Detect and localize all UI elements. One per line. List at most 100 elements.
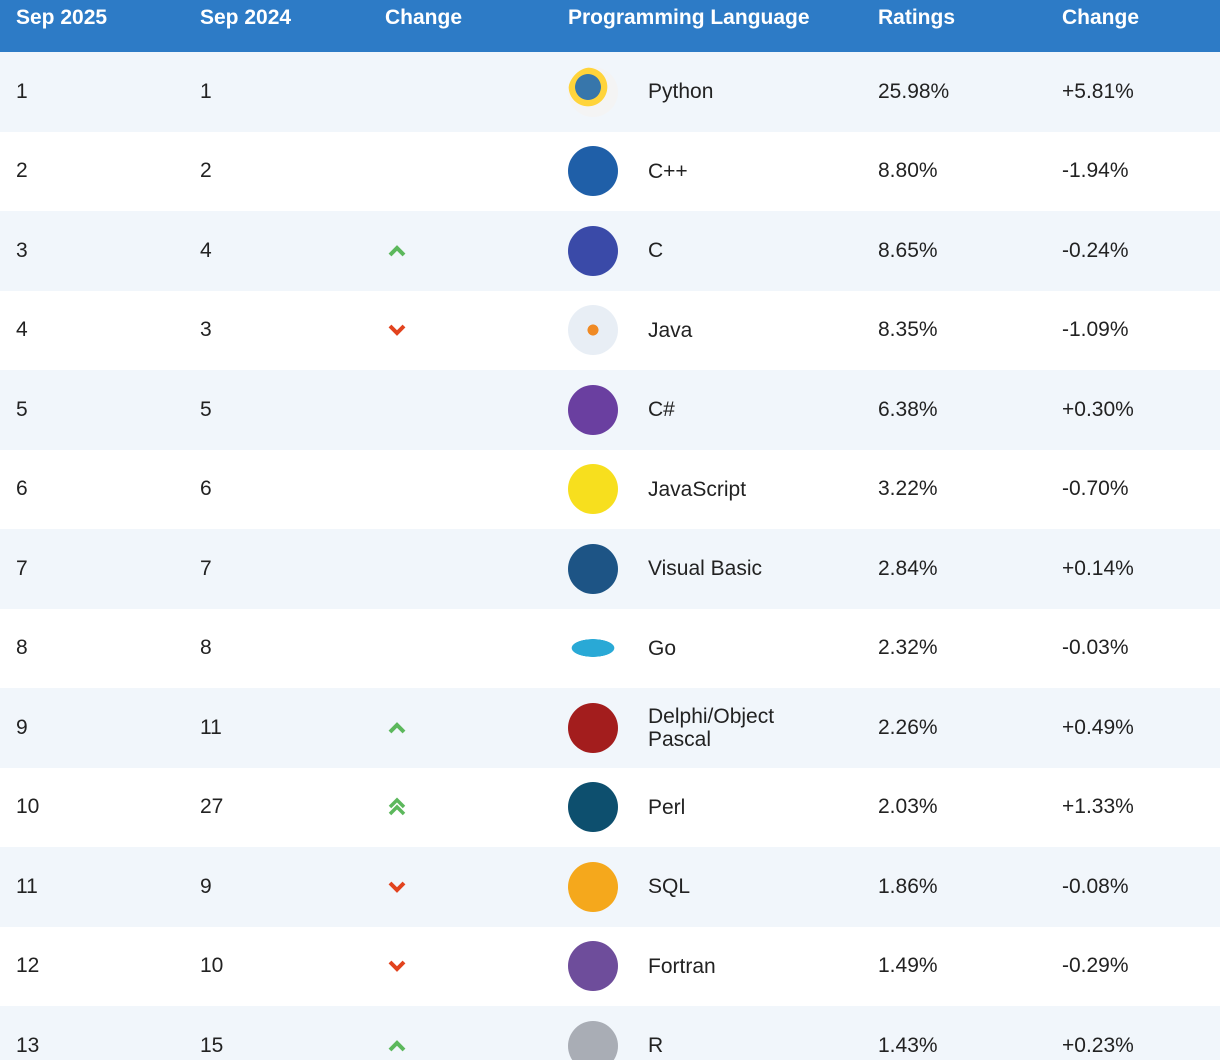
header-cell[interactable]: Change xyxy=(369,0,552,52)
rating: 8.80% xyxy=(862,131,1046,211)
rank-current: 9 xyxy=(0,688,184,768)
language-cell: Go xyxy=(552,608,862,688)
arrow-double-up xyxy=(388,797,406,816)
header-cell[interactable]: Programming Language xyxy=(552,0,862,52)
rating: 25.98% xyxy=(862,52,1046,132)
language-name[interactable]: Python xyxy=(648,80,714,104)
rating: 8.65% xyxy=(862,211,1046,291)
change-icon-cell xyxy=(369,449,552,529)
table-row: 3 4 C 8.65% -0.24% xyxy=(0,211,1220,291)
rating-change: +0.14% xyxy=(1046,529,1220,609)
rating-change: +1.33% xyxy=(1046,767,1220,847)
rank-current: 11 xyxy=(0,847,184,927)
rating-change: -0.24% xyxy=(1046,211,1220,291)
language-name[interactable]: Perl xyxy=(648,795,686,819)
change-icon-cell xyxy=(369,290,552,370)
arrow-down xyxy=(388,324,406,337)
language-name[interactable]: C xyxy=(648,239,664,263)
language: Java xyxy=(568,305,862,356)
language-name[interactable]: C++ xyxy=(648,159,688,183)
language-logo xyxy=(568,941,618,992)
language-logo xyxy=(568,623,618,674)
rank-previous: 4 xyxy=(184,211,369,291)
arrow-up xyxy=(388,1039,406,1052)
language-name[interactable]: Visual Basic xyxy=(648,557,763,581)
rank-previous: 7 xyxy=(184,529,369,609)
language: C++ xyxy=(568,146,862,197)
rank-current: 2 xyxy=(0,131,184,211)
table-body: 1 1 Python 25.98% +5.81% 2 2 C++ 8.80% -1.94% 3 4 C 8… xyxy=(0,52,1220,1060)
change-icon-cell xyxy=(369,767,552,847)
rating-change: +0.49% xyxy=(1046,688,1220,768)
rank-previous: 10 xyxy=(184,926,369,1006)
rating: 8.35% xyxy=(862,290,1046,370)
language: JavaScript xyxy=(568,464,862,515)
language-logo xyxy=(568,1020,618,1060)
language-cell: Delphi/Object Pascal xyxy=(552,688,862,768)
table-row: 13 15 R 1.43% +0.23% xyxy=(0,1006,1220,1060)
language: Fortran xyxy=(568,941,862,992)
arrow-down xyxy=(388,960,406,973)
table-row: 4 3 Java 8.35% -1.09% xyxy=(0,290,1220,370)
language-cell: C++ xyxy=(552,131,862,211)
language-logo xyxy=(568,861,618,912)
rating: 2.84% xyxy=(862,529,1046,609)
language-name[interactable]: JavaScript xyxy=(648,477,747,501)
rank-previous: 3 xyxy=(184,290,369,370)
language-logo xyxy=(568,66,618,117)
table-row: 6 6 JavaScript 3.22% -0.70% xyxy=(0,449,1220,529)
language-cell: Visual Basic xyxy=(552,529,862,609)
language-name[interactable]: R xyxy=(648,1034,664,1058)
header-cell[interactable]: Ratings xyxy=(862,0,1046,52)
rank-current: 6 xyxy=(0,449,184,529)
rank-previous: 9 xyxy=(184,847,369,927)
language-logo xyxy=(568,305,618,356)
language-logo xyxy=(568,543,618,594)
language-name[interactable]: Fortran xyxy=(648,954,716,978)
language-logo xyxy=(568,225,618,276)
language: C# xyxy=(568,384,862,435)
language-cell: SQL xyxy=(552,847,862,927)
rating-change: -1.94% xyxy=(1046,131,1220,211)
header-cell[interactable]: Sep 2024 xyxy=(184,0,369,52)
language-name[interactable]: Java xyxy=(648,318,693,342)
rating: 1.49% xyxy=(862,926,1046,1006)
rank-current: 3 xyxy=(0,211,184,291)
language-name[interactable]: SQL xyxy=(648,875,691,899)
language: R xyxy=(568,1020,862,1060)
language-cell: Python xyxy=(552,52,862,132)
language: C xyxy=(568,225,862,276)
rank-current: 10 xyxy=(0,767,184,847)
change-icon-cell xyxy=(369,926,552,1006)
table-row: 11 9 SQL 1.86% -0.08% xyxy=(0,847,1220,927)
rating-change: -0.70% xyxy=(1046,449,1220,529)
arrow-up xyxy=(388,244,406,257)
language: Python xyxy=(568,66,862,117)
language-logo xyxy=(568,702,618,753)
language-name[interactable]: Go xyxy=(648,636,677,660)
language-name[interactable]: Delphi/Object Pascal xyxy=(648,704,775,751)
header-cell[interactable]: Sep 2025 xyxy=(0,0,184,52)
rank-previous: 8 xyxy=(184,608,369,688)
change-icon-cell xyxy=(369,131,552,211)
rating: 6.38% xyxy=(862,370,1046,450)
rank-current: 5 xyxy=(0,370,184,450)
rank-current: 7 xyxy=(0,529,184,609)
rating: 3.22% xyxy=(862,449,1046,529)
rating-change: +0.30% xyxy=(1046,370,1220,450)
change-icon-cell xyxy=(369,211,552,291)
language: SQL xyxy=(568,861,862,912)
rank-previous: 6 xyxy=(184,449,369,529)
table-row: 12 10 Fortran 1.49% -0.29% xyxy=(0,926,1220,1006)
language-cell: R xyxy=(552,1006,862,1060)
language-cell: Java xyxy=(552,290,862,370)
rank-current: 13 xyxy=(0,1006,184,1060)
header-row: Sep 2025 Sep 2024 Change Programming Lan… xyxy=(0,0,1220,52)
rating-change: +5.81% xyxy=(1046,52,1220,132)
change-icon-cell xyxy=(369,529,552,609)
language-name[interactable]: C# xyxy=(648,398,675,422)
header-cell[interactable]: Change xyxy=(1046,0,1220,52)
rating-change: -0.03% xyxy=(1046,608,1220,688)
table-row: 8 8 Go 2.32% -0.03% xyxy=(0,608,1220,688)
